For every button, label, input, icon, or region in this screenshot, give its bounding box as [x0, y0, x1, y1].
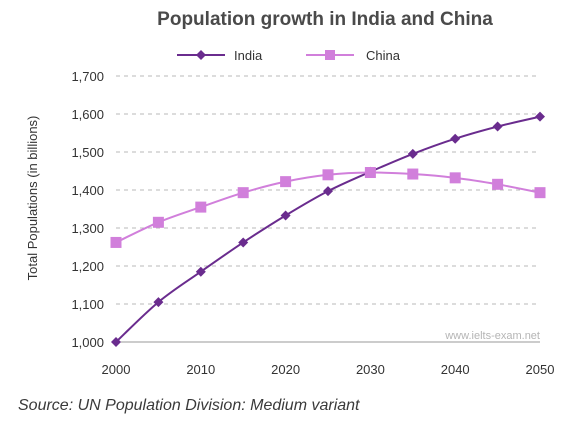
data-point-china-2005: [152, 216, 164, 228]
legend-china-label: China: [366, 48, 401, 63]
x-tick-label: 2030: [356, 362, 385, 377]
x-tick-label: 2020: [271, 362, 300, 377]
series: [110, 111, 546, 347]
data-point-india-2020: [280, 210, 291, 221]
data-point-china-2015: [237, 187, 249, 199]
data-point-india-2040: [450, 133, 461, 144]
data-point-india-2010: [195, 266, 206, 277]
watermark: www.ielts-exam.net: [444, 330, 540, 342]
y-tick-label: 1,100: [71, 297, 104, 312]
legend-india-marker: [196, 50, 206, 60]
data-point-china-2030: [364, 167, 376, 179]
y-tick-label: 1,300: [71, 221, 104, 236]
data-point-china-2035: [407, 168, 419, 180]
legend-india-label: India: [234, 48, 263, 63]
data-point-china-2040: [449, 172, 461, 184]
x-tick-label: 2050: [526, 362, 555, 377]
chart-title: Population growth in India and China: [157, 9, 493, 30]
series-line-china: [115, 171, 541, 244]
y-tick-label: 1,000: [71, 335, 104, 350]
y-tick-label: 1,600: [71, 107, 104, 122]
legend: India China: [177, 48, 401, 63]
data-point-india-2015: [238, 237, 249, 248]
data-point-china-2050: [534, 187, 546, 199]
series-line-india: [115, 115, 541, 343]
data-point-india-2050: [535, 111, 545, 122]
y-tick-label: 1,700: [71, 69, 104, 84]
data-point-china-2025: [322, 169, 334, 181]
y-tick-label: 1,400: [71, 183, 104, 198]
series-india: [111, 111, 545, 347]
y-axis-ticks: 1,000 1,100 1,200 1,300 1,400 1,500 1,600 1,700: [71, 69, 104, 350]
series-china: [110, 167, 546, 248]
y-tick-label: 1,500: [71, 145, 104, 160]
x-axis-ticks: 2000 2010 2020 2030 2040 2050: [102, 362, 555, 377]
data-point-china-2000: [110, 236, 122, 248]
data-point-india-2035: [407, 148, 418, 159]
y-axis-label: Total Populations (in billions): [25, 116, 40, 281]
data-point-india-2000: [111, 337, 121, 347]
data-point-india-2045: [492, 121, 503, 132]
legend-china-marker: [325, 50, 335, 60]
data-point-india-2025: [323, 186, 333, 197]
data-point-india-2005: [153, 297, 164, 308]
x-tick-label: 2000: [102, 362, 131, 377]
x-tick-label: 2010: [186, 362, 215, 377]
y-tick-label: 1,200: [71, 259, 104, 274]
data-point-china-2010: [195, 201, 207, 213]
x-tick-label: 2040: [441, 362, 470, 377]
data-point-china-2045: [492, 178, 504, 190]
data-point-china-2020: [280, 176, 292, 188]
source-note: Source: UN Population Division: Medium v…: [18, 397, 360, 414]
